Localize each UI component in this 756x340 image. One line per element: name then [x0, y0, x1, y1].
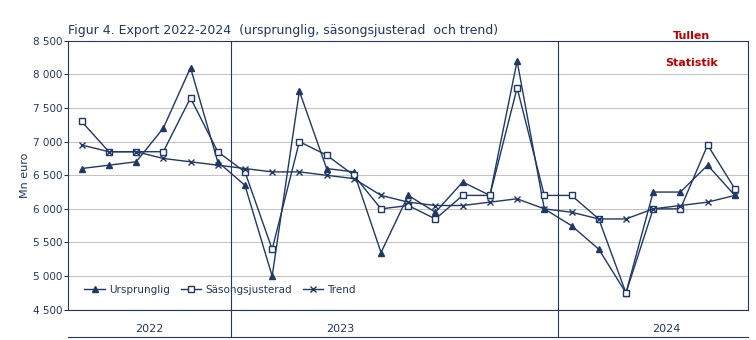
- Text: Tullen: Tullen: [673, 31, 711, 40]
- Text: 2024: 2024: [652, 324, 681, 334]
- Legend: Ursprunglig, Säsongsjusterad, Trend: Ursprunglig, Säsongsjusterad, Trend: [80, 281, 360, 299]
- Text: Figur 4. Export 2022-2024  (ursprunglig, säsongsjusterad  och trend): Figur 4. Export 2022-2024 (ursprunglig, …: [68, 24, 498, 37]
- Text: 2022: 2022: [135, 324, 164, 334]
- Y-axis label: Mn euro: Mn euro: [20, 153, 30, 198]
- Text: 2023: 2023: [326, 324, 355, 334]
- Text: Statistik: Statistik: [665, 58, 718, 68]
